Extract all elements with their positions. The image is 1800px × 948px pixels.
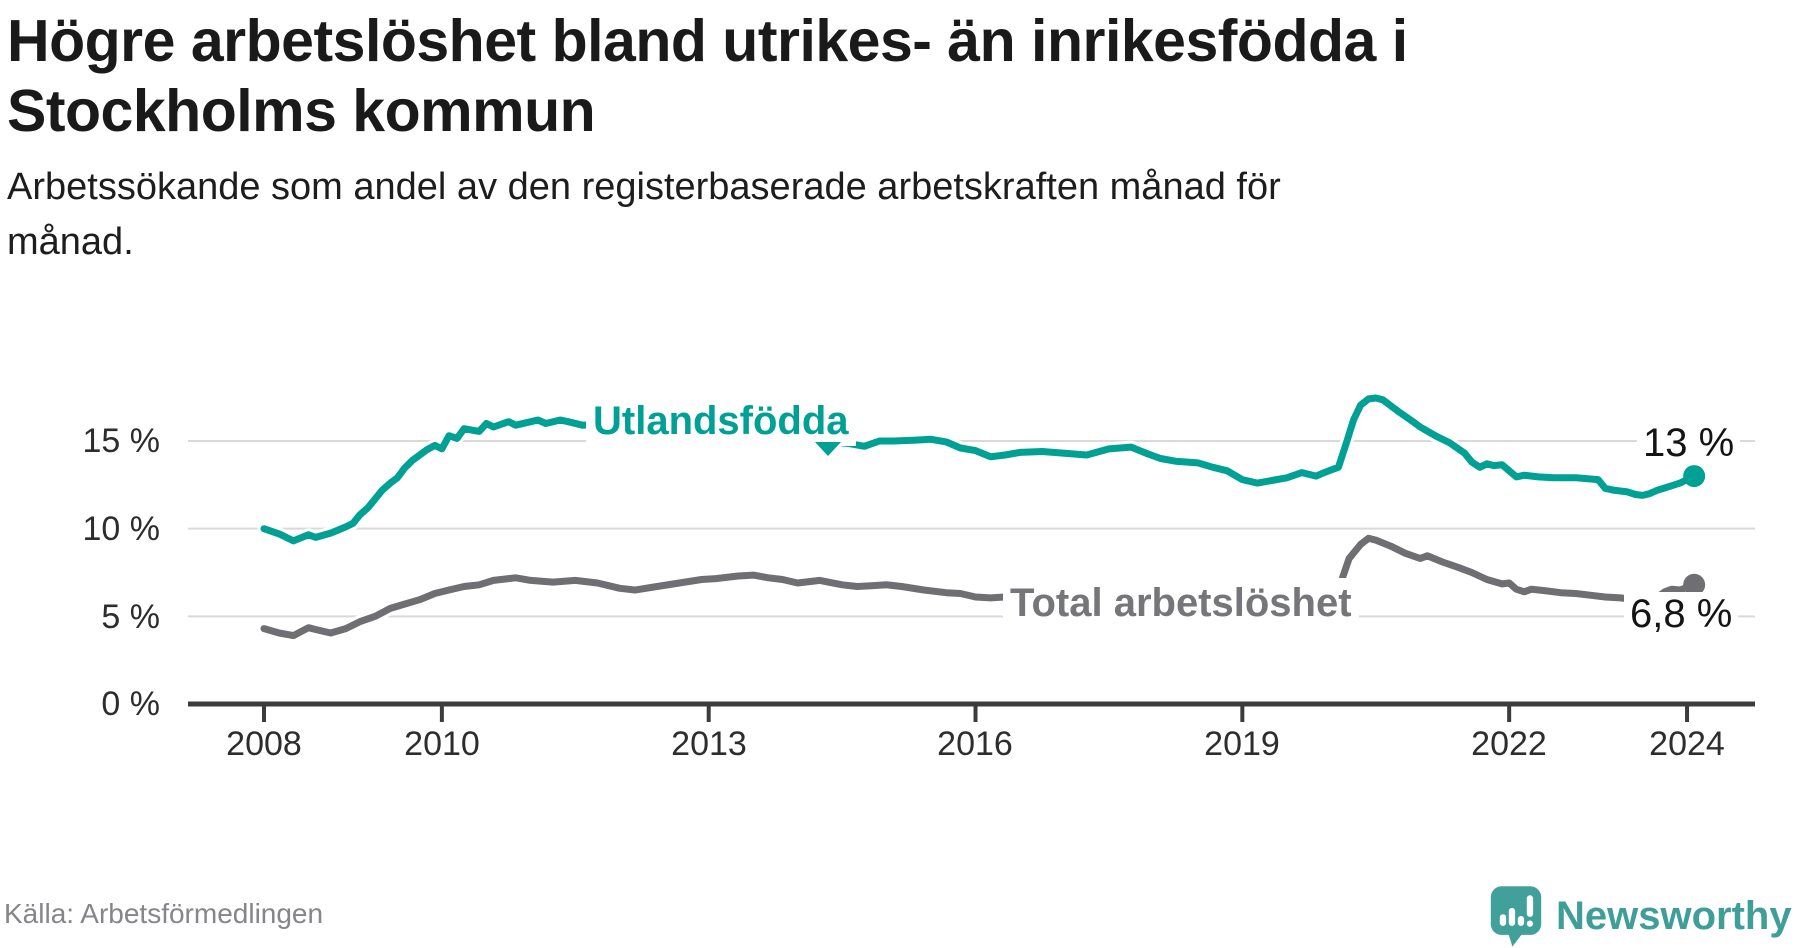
series-label-utlandsfodda: Utlandsfödda [586,396,856,446]
series-end-dot-1 [1683,573,1706,596]
x-tick-label-2024: 2024 [1649,725,1725,763]
page-subtitle-line1: Arbetssökande som andel av den registerb… [7,166,1281,208]
x-tick-label-2013: 2013 [671,725,747,763]
newsworthy-logo-icon [1490,886,1542,947]
x-tick-label-2022: 2022 [1471,725,1547,763]
series-line-0 [260,394,1698,545]
page-title-line1: Högre arbetslöshet bland utrikes- än inr… [7,8,1408,74]
series-end-dot-0 [1683,465,1706,488]
newsworthy-brand: Newsworthy [1489,884,1792,948]
series-line-1 [260,534,1698,640]
x-tick-label-2016: 2016 [937,725,1013,763]
end-value-label-utlandsfodda: 13 % [1637,421,1741,465]
y-tick-label-5: 5 % [101,598,160,636]
x-tick-label-2019: 2019 [1204,725,1280,763]
series-pointer-triangle-icon [815,442,841,456]
page-subtitle-line2: månad. [7,221,134,263]
newsworthy-brand-text: Newsworthy [1556,894,1792,938]
x-tick-label-2010: 2010 [404,725,480,763]
end-value-label-total: 6,8 % [1624,592,1739,636]
x-tick-label-2008: 2008 [226,725,302,763]
page-title-line2: Stockholms kommun [7,78,596,144]
source-note: Källa: Arbetsförmedlingen [4,898,324,929]
page-title: Högre arbetslöshet bland utrikes- än inr… [7,6,1767,146]
page-subtitle: Arbetssökande som andel av den registerb… [7,160,1507,270]
y-tick-label-0: 0 % [101,685,160,723]
y-tick-label-10: 10 % [82,510,161,548]
series-label-total-arbetsloshet: Total arbetslöshet [1003,578,1359,628]
y-tick-label-15: 15 % [82,422,161,460]
